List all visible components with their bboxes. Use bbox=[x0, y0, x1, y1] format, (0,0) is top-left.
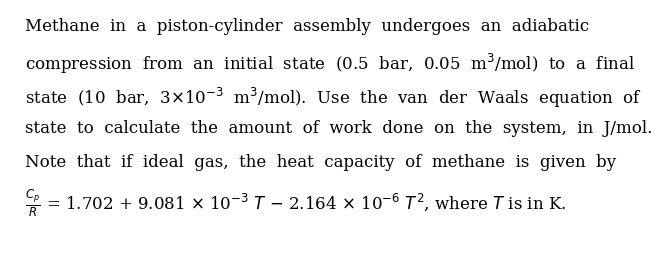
Text: Methane  in  a  piston-cylinder  assembly  undergoes  an  adiabatic: Methane in a piston-cylinder assembly un… bbox=[25, 18, 589, 35]
Text: Note  that  if  ideal  gas,  the  heat  capacity  of  methane  is  given  by: Note that if ideal gas, the heat capacit… bbox=[25, 154, 616, 171]
Text: state  (10  bar,  3$\times$10$^{-3}$  m$^{3}$/mol).  Use  the  van  der  Waals  : state (10 bar, 3$\times$10$^{-3}$ m$^{3}… bbox=[25, 86, 642, 110]
Text: compression  from  an  initial  state  (0.5  bar,  0.05  m$^{3}$/mol)  to  a  fi: compression from an initial state (0.5 b… bbox=[25, 52, 635, 76]
Text: state  to  calculate  the  amount  of  work  done  on  the  system,  in  J/mol.: state to calculate the amount of work do… bbox=[25, 120, 652, 137]
Text: $\frac{C_p}{R}$ = 1.702 + 9.081 $\times$ 10$^{-3}$ $T$ $-$ 2.164 $\times$ 10$^{-: $\frac{C_p}{R}$ = 1.702 + 9.081 $\times$… bbox=[25, 188, 567, 219]
